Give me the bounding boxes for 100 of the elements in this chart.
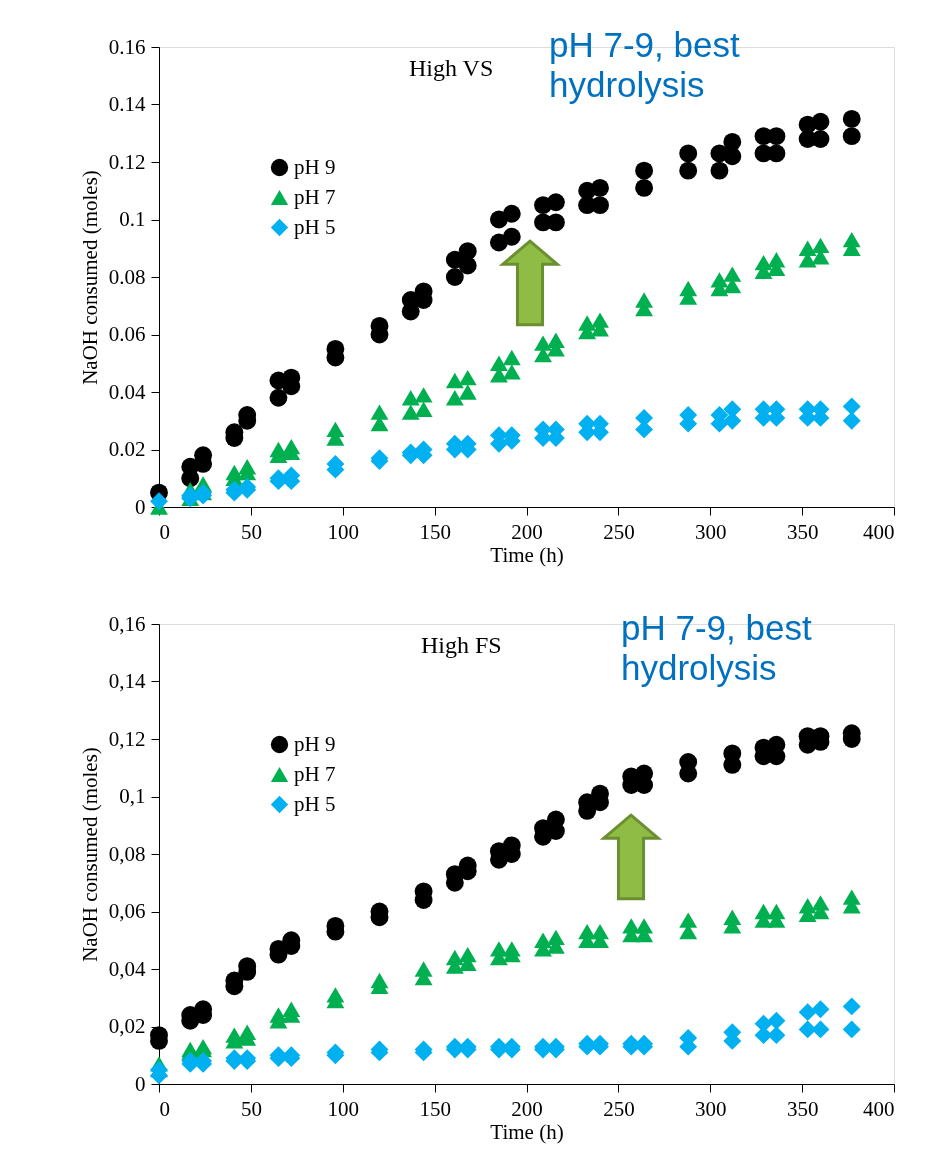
point (546, 332, 565, 348)
point (842, 997, 861, 1016)
point (754, 254, 773, 271)
x-tick-label: 350 (786, 1096, 819, 1121)
point (578, 315, 597, 331)
point (502, 349, 521, 366)
y-tick-label: 0 (135, 1071, 146, 1096)
legend-label: pH 7 (294, 761, 336, 786)
point (502, 364, 521, 380)
point (546, 929, 565, 946)
point (798, 1003, 817, 1022)
x-tick-label: 300 (695, 1096, 727, 1121)
point (445, 372, 464, 389)
point (546, 193, 565, 212)
point (622, 918, 641, 934)
x-tick-label: 250 (603, 519, 635, 544)
point (811, 112, 830, 131)
y-tick-label: 0,08 (108, 841, 146, 866)
point (767, 1011, 786, 1030)
annotation: pH 7-9, best hydrolysis (621, 608, 812, 687)
point (842, 109, 861, 128)
annotation: pH 7-9, best hydrolysis (549, 25, 740, 104)
point (401, 404, 420, 420)
point (811, 1000, 830, 1019)
y-tick-label: 0.12 (108, 149, 146, 174)
y-axis-title: NaOH consumed (moles) (77, 170, 102, 385)
legend-label: pH 9 (294, 731, 336, 756)
x-tick-label: 150 (419, 519, 451, 544)
y-tick-label: 0.16 (108, 34, 146, 59)
point (635, 292, 654, 308)
x-tick-label: 400 (863, 1096, 895, 1121)
y-tick-label: 0,12 (108, 726, 146, 751)
point (635, 918, 654, 934)
x-tick-label: 100 (327, 519, 359, 544)
point (534, 932, 552, 948)
point (767, 903, 786, 920)
point (811, 895, 830, 911)
point (679, 912, 698, 928)
point (842, 127, 861, 146)
point (370, 972, 389, 989)
point (502, 204, 521, 223)
point (445, 390, 464, 406)
legend-label: pH 5 (294, 791, 336, 816)
x-tick-label: 350 (786, 519, 819, 544)
y-tick-label: 0 (135, 494, 146, 519)
point (401, 390, 420, 406)
point (591, 196, 609, 215)
point (282, 1001, 301, 1017)
point (723, 132, 742, 151)
y-tick-label: 0,16 (108, 611, 146, 636)
point (414, 961, 433, 977)
y-axis-title: NaOH consumed (moles) (77, 747, 102, 962)
y-tick-label: 0.1 (119, 207, 146, 231)
point (679, 280, 698, 297)
point (635, 161, 654, 180)
point (591, 923, 609, 940)
point (445, 268, 464, 286)
point (502, 227, 521, 246)
point (842, 1020, 861, 1039)
chart-title: High FS (421, 632, 502, 658)
point (502, 941, 521, 957)
point (591, 178, 609, 197)
point (489, 355, 508, 371)
y-tick-label: 0.08 (108, 264, 146, 289)
point (679, 144, 698, 163)
point (723, 266, 742, 282)
y-tick-label: 0,14 (108, 669, 146, 693)
point (238, 459, 257, 475)
y-tick-label: 0.14 (108, 92, 146, 116)
point (326, 421, 345, 438)
x-axis-title: Time (h) (490, 1119, 564, 1144)
y-tick-label: 0,06 (108, 899, 146, 923)
point (798, 240, 817, 256)
point (414, 401, 433, 417)
chart-title: High VS (409, 55, 494, 81)
point (269, 388, 288, 407)
point (445, 949, 464, 966)
x-tick-label: 50 (240, 519, 262, 544)
point (269, 1007, 288, 1023)
point (679, 161, 698, 180)
point (458, 946, 477, 963)
y-tick-label: 0.02 (108, 437, 146, 461)
x-tick-label: 400 (863, 519, 895, 544)
y-tick-label: 0,04 (108, 956, 146, 981)
x-tick-label: 300 (695, 519, 727, 544)
point (458, 242, 477, 261)
point (710, 161, 729, 180)
y-tick-label: 0.06 (108, 322, 146, 346)
point (754, 903, 773, 920)
point (710, 272, 729, 288)
y-tick-label: 0.04 (108, 379, 146, 404)
x-tick-label: 0 (159, 1096, 170, 1121)
point (534, 335, 552, 351)
point (269, 441, 288, 458)
x-axis-title: Time (h) (490, 542, 564, 567)
point (842, 889, 861, 905)
legend-label: pH 9 (294, 154, 336, 179)
x-tick-label: 50 (240, 1096, 262, 1121)
x-tick-label: 150 (419, 1096, 451, 1121)
point (282, 438, 301, 455)
